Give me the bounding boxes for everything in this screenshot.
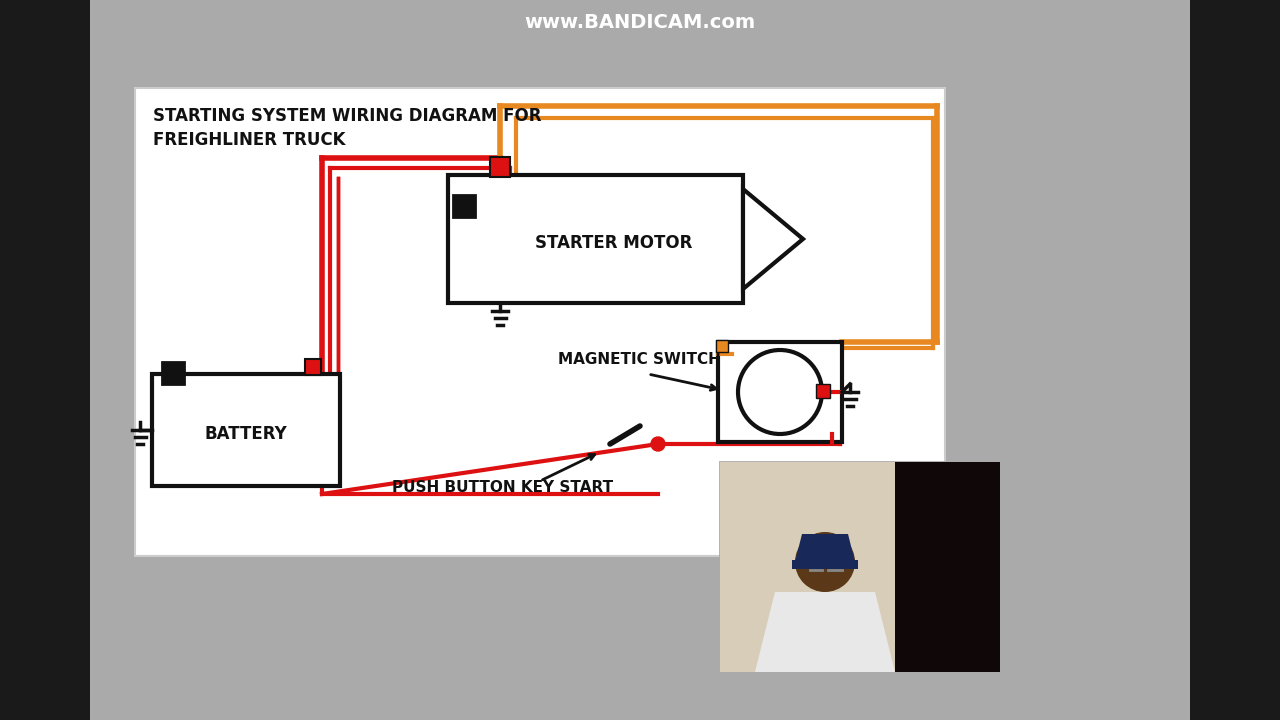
Bar — [719, 462, 1000, 672]
Bar — [134, 88, 945, 556]
Polygon shape — [742, 189, 803, 289]
Bar — [792, 560, 858, 569]
Bar — [817, 384, 829, 398]
Bar — [448, 175, 742, 303]
Text: FREIGHLINER TRUCK: FREIGHLINER TRUCK — [154, 131, 346, 149]
Bar — [305, 359, 321, 375]
Bar — [718, 342, 842, 442]
Bar — [895, 462, 902, 672]
Text: PUSH BUTTON KEY START: PUSH BUTTON KEY START — [392, 480, 613, 495]
Text: MAGNETIC SWITCH: MAGNETIC SWITCH — [558, 353, 721, 367]
Bar — [453, 195, 475, 217]
Bar — [163, 362, 184, 384]
Circle shape — [652, 437, 666, 451]
Bar — [490, 157, 509, 177]
Bar — [719, 462, 895, 672]
Text: BATTERY: BATTERY — [205, 425, 288, 443]
Polygon shape — [795, 534, 855, 562]
Circle shape — [739, 350, 822, 434]
Bar — [790, 467, 890, 519]
Bar — [895, 462, 1000, 672]
Bar — [0, 0, 90, 720]
Text: STARTER MOTOR: STARTER MOTOR — [535, 234, 692, 252]
Bar — [900, 462, 1000, 672]
Circle shape — [795, 532, 855, 592]
Polygon shape — [755, 592, 895, 672]
Bar — [1190, 0, 1280, 720]
Bar — [152, 374, 340, 486]
Text: www.BANDICAM.com: www.BANDICAM.com — [525, 12, 755, 32]
Text: STARTING SYSTEM WIRING DIAGRAM FOR: STARTING SYSTEM WIRING DIAGRAM FOR — [154, 107, 541, 125]
Bar — [716, 340, 728, 352]
